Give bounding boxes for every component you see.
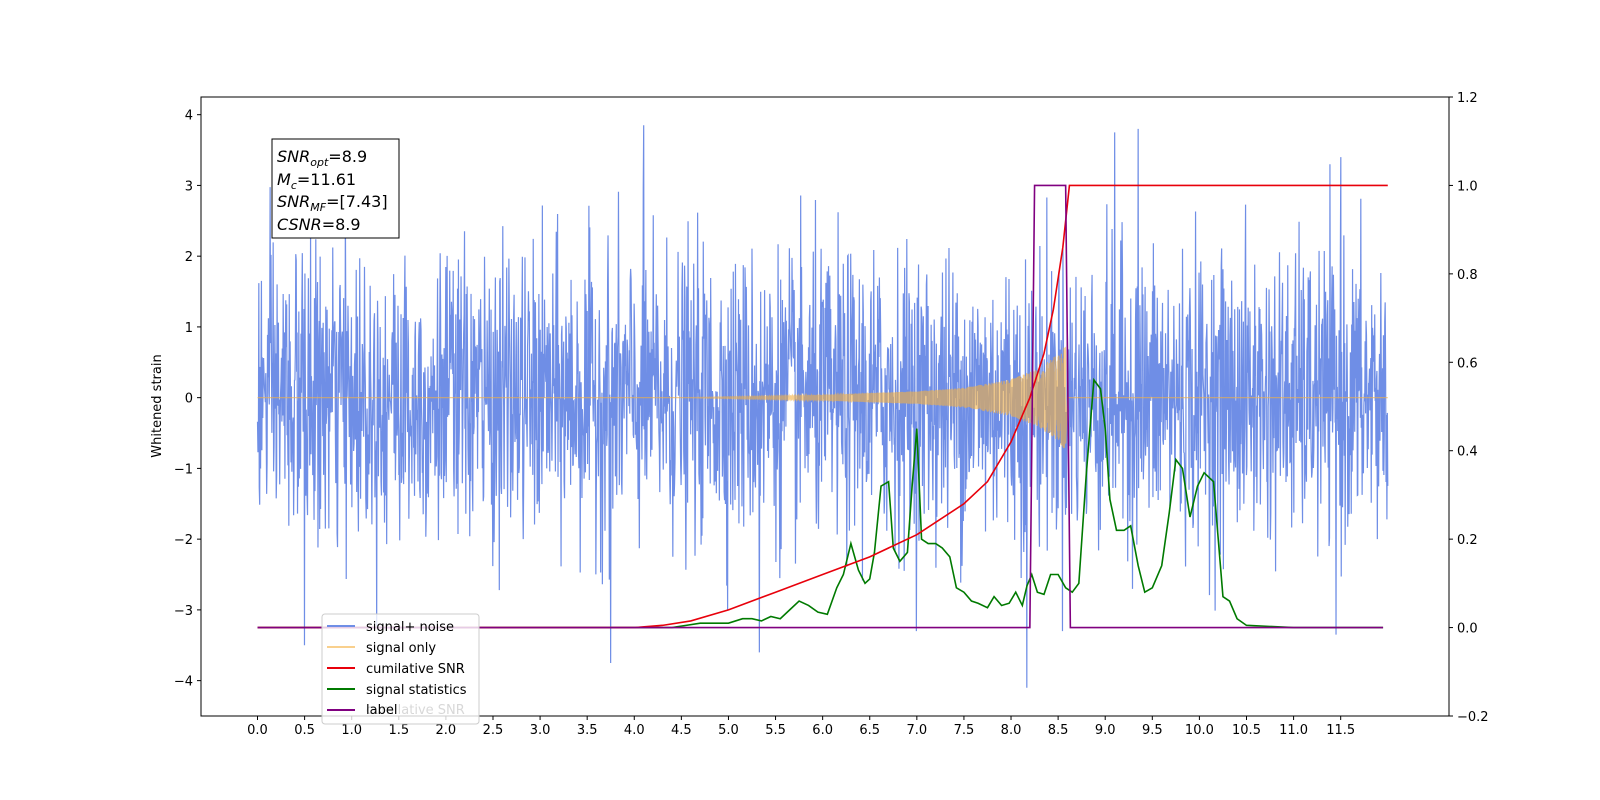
y-tick-label: 4	[185, 109, 193, 124]
legend-frame	[321, 613, 480, 725]
info-line-snr-mf: SNRMF=[7.43]	[277, 192, 388, 214]
x-tick-label: 9.0	[1095, 723, 1116, 738]
legend-item-label: label	[327, 703, 397, 718]
x-tick-label: 5.5	[765, 723, 786, 738]
legend-label-signal-noise: signal+ noise	[366, 620, 454, 635]
y2-tick-label: 0.2	[1457, 533, 1478, 548]
legend-label-cumilative-snr: cumilative SNR	[366, 662, 465, 677]
info-line-2-value: =[7.43]	[326, 192, 388, 211]
legend-label-signal-statistics: signal statistics	[366, 683, 467, 698]
y-axis-left: 4 3 2 1 0 −1 −2 −3 −4	[174, 109, 201, 690]
x-tick-label: 1.5	[388, 723, 409, 738]
series-signal-noise-line	[256, 125, 1389, 688]
info-line-csnr: CSNR=8.9	[277, 215, 361, 234]
series-label-line	[257, 184, 1384, 629]
legend-item-signal-statistics: signal statistics	[327, 683, 467, 698]
y-tick-label: 1	[185, 321, 193, 336]
x-tick-label: 2.0	[436, 723, 457, 738]
info-line-0-sub: opt	[310, 156, 329, 169]
x-axis: 0.0 0.5 1.0 1.5 2.0 2.5 3.0 3.5 4.0 4.5 5.0 5.5 6.0 6…	[247, 716, 1355, 738]
y-tick-label: −2	[174, 533, 193, 548]
x-tick-label: 11.5	[1326, 723, 1355, 738]
x-tick-label: 5.0	[718, 723, 739, 738]
info-box-frame	[271, 138, 400, 239]
y2-tick-label: 0.8	[1457, 268, 1478, 283]
legend-item-signal-only: signal only	[327, 641, 436, 656]
info-line-0-base: SNR	[277, 147, 310, 166]
y-axis-right: 1.2 1.0 0.8 0.6 0.4 0.2 0.0 −0.2	[1449, 91, 1489, 725]
x-tick-label: 10.0	[1185, 723, 1214, 738]
x-tick-label: 2.5	[483, 723, 504, 738]
x-tick-label: 7.0	[906, 723, 927, 738]
y-tick-label: 2	[185, 250, 193, 265]
info-line-mc: Mc=11.61	[277, 170, 356, 192]
y2-tick-label: 1.0	[1457, 179, 1478, 194]
info-line-3-base: CSNR	[277, 215, 322, 234]
x-tick-label: 3.0	[530, 723, 551, 738]
series-signal-only-line	[257, 346, 1388, 449]
info-line-0-value: =8.9	[328, 147, 367, 166]
x-tick-label: 1.0	[341, 723, 362, 738]
x-tick-label: 0.0	[247, 723, 268, 738]
y-tick-label: −4	[174, 675, 193, 690]
x-tick-label: 4.5	[671, 723, 692, 738]
x-tick-label: 3.5	[577, 723, 598, 738]
legend-overlap-ghost-text: cumilative SNR	[366, 703, 465, 718]
y2-tick-label: 0.0	[1457, 622, 1478, 637]
y2-tick-label: 1.2	[1457, 91, 1478, 106]
info-line-2-sub: MF	[310, 201, 326, 214]
y-tick-label: 3	[185, 179, 193, 194]
series-group	[256, 125, 1389, 688]
info-line-1-value: =11.61	[297, 170, 356, 189]
series-cumilative-snr-line	[257, 184, 1388, 629]
info-line-2-base: SNR	[277, 192, 310, 211]
x-tick-label: 4.0	[624, 723, 645, 738]
info-line-1-sub: c	[291, 179, 297, 192]
x-tick-label: 6.0	[812, 723, 833, 738]
y2-tick-label: −0.2	[1457, 710, 1489, 725]
legend-item-signal-noise: signal+ noise	[327, 620, 454, 635]
y2-tick-label: 0.4	[1457, 445, 1478, 460]
y-tick-label: −3	[174, 604, 193, 619]
y-tick-label: −1	[174, 462, 193, 477]
legend-item-cumilative-snr: cumilative SNR	[327, 662, 465, 677]
y-tick-label: 0	[185, 392, 193, 407]
info-line-snr-opt: SNRopt=8.9	[277, 147, 367, 169]
plot-area	[256, 125, 1389, 688]
y-axis-title: Whitened strain	[150, 354, 165, 457]
info-line-1-base: M	[277, 170, 291, 189]
info-line-3-value: =8.9	[322, 215, 361, 234]
legend-label-signal-only: signal only	[366, 641, 436, 656]
series-signal-statistics-line	[257, 377, 1384, 629]
info-annotation-box: SNRopt=8.9 Mc=11.61 SNRMF=[7.43] CSNR=8.…	[271, 138, 400, 239]
y2-tick-label: 0.6	[1457, 356, 1478, 371]
x-tick-label: 11.0	[1279, 723, 1308, 738]
x-tick-label: 8.0	[1001, 723, 1022, 738]
axes-frame	[200, 96, 1450, 717]
x-tick-label: 6.5	[859, 723, 880, 738]
legend-label-label: label	[366, 703, 397, 718]
x-tick-label: 0.5	[294, 723, 315, 738]
x-tick-label: 7.5	[954, 723, 975, 738]
x-tick-label: 10.5	[1232, 723, 1261, 738]
x-tick-label: 8.5	[1048, 723, 1069, 738]
x-tick-label: 9.5	[1142, 723, 1163, 738]
legend: cumilative SNR signal+ noise signal only…	[321, 613, 480, 725]
